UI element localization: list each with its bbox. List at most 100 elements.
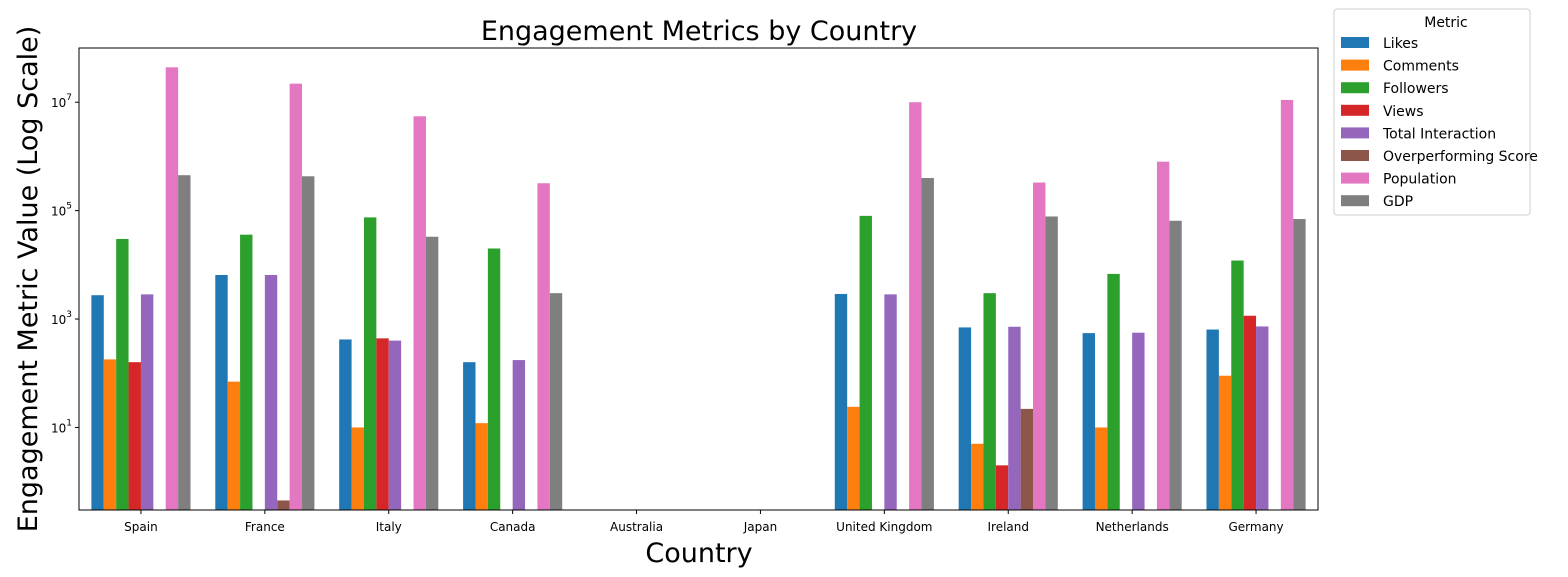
bar-spain-followers [116,238,129,510]
legend-label-gdp: GDP [1383,194,1413,210]
y-tick-base: 10 [51,421,66,435]
bars-layer [91,67,1306,511]
bar-netherlands-population [1156,161,1170,511]
legend-label-followers: Followers [1383,81,1449,97]
legend-label-likes: Likes [1383,36,1418,52]
legend-swatch-followers [1341,82,1369,94]
bar-france-comments [227,381,241,510]
bar-italy-followers [363,217,377,510]
x-tick-label-ireland: Ireland [987,520,1029,534]
bar-france-overperforming-score [277,500,290,510]
x-axis-title: Country [645,538,752,569]
bar-netherlands-gdp [1169,220,1182,510]
x-tick-label-japan: Japan [743,520,777,534]
bar-canada-likes [463,362,476,510]
bar-italy-population [413,116,426,510]
bar-ireland-gdp [1045,216,1058,510]
bar-netherlands-likes [1082,333,1095,510]
bar-united-kingdom-comments [847,406,860,510]
bar-canada-population [537,183,550,511]
legend-label-total-interaction: Total Interaction [1382,126,1496,142]
y-tick-exponent: 7 [66,93,72,103]
bar-united-kingdom-followers [859,215,872,510]
legend-swatch-comments [1341,59,1369,71]
bar-canada-comments [475,423,488,510]
legend-swatch-likes [1341,37,1369,48]
bar-spain-population [165,67,179,510]
x-tick-label-germany: Germany [1228,520,1283,534]
legend: Metric Likes Comments Followers Views Total … [1333,8,1538,216]
bar-spain-gdp [178,175,191,510]
y-tick-base: 10 [51,205,66,219]
x-tick-label-france: France [245,520,285,534]
y-tick-exponent: 3 [66,310,72,320]
bar-italy-gdp [425,236,439,510]
y-tick-label: 101 [51,418,72,435]
bar-ireland-followers [983,293,996,510]
y-tick-base: 10 [51,96,66,110]
x-tick-label-united-kingdom: United Kingdom [836,520,932,534]
legend-swatch-views [1341,104,1369,116]
y-tick-base: 10 [51,313,66,327]
bar-germany-comments [1218,375,1232,510]
bar-spain-likes [91,295,104,510]
bar-france-total-interaction [264,274,278,510]
bar-united-kingdom-gdp [921,177,934,511]
x-tick-label-spain: Spain [124,520,158,534]
bar-ireland-views [995,465,1009,510]
bar-spain-total-interaction [140,294,154,510]
bar-germany-views [1243,315,1257,510]
bar-italy-likes [339,339,352,510]
legend-label-comments: Comments [1383,59,1459,75]
x-axis: Spain France Italy Canada Australia Japan Unit… [124,510,1284,534]
bar-ireland-overperforming-score [1020,408,1034,510]
bar-united-kingdom-total-interaction [884,294,897,510]
bar-germany-gdp [1293,219,1306,510]
legend-label-population: Population [1383,172,1457,188]
bar-netherlands-followers [1107,273,1120,510]
legend-label-overperforming-score: Overperforming Score [1383,149,1538,165]
bar-ireland-population [1033,182,1046,510]
bar-italy-views [376,338,389,510]
bar-france-gdp [302,176,315,510]
legend-swatch-overperforming-score [1341,150,1369,161]
legend-title: Metric [1424,15,1468,31]
bar-ireland-comments [971,443,984,510]
y-axis-title: Engagement Metric Value (Log Scale) [13,26,44,533]
legend-swatch-total-interaction [1341,127,1369,139]
legend-label-views: Views [1383,104,1424,120]
bar-italy-total-interaction [388,340,402,510]
bar-canada-gdp [549,293,563,510]
y-tick-exponent: 1 [66,418,72,428]
bar-france-likes [215,274,228,510]
y-tick-label: 105 [51,202,72,219]
y-tick-label: 107 [51,93,72,110]
y-tick-label: 103 [51,310,72,327]
y-tick-exponent: 5 [66,202,72,212]
bar-netherlands-total-interaction [1132,332,1145,510]
plot-frame [78,47,1319,511]
bar-france-followers [240,234,253,511]
legend-swatch-gdp [1341,195,1369,207]
bar-france-population [289,83,303,511]
bar-spain-views [128,362,141,510]
bar-spain-comments [103,359,117,510]
bar-italy-comments [351,427,364,510]
bar-canada-total-interaction [512,360,526,510]
chart-title: Engagement Metrics by Country [481,16,917,47]
bar-ireland-total-interaction [1008,326,1021,510]
legend-items: Likes Comments Followers Views Total Interac… [1341,36,1538,210]
bar-united-kingdom-population [909,102,922,511]
x-tick-label-netherlands: Netherlands [1096,520,1169,534]
bar-canada-followers [487,248,501,510]
bar-germany-likes [1206,329,1219,510]
x-tick-label-canada: Canada [490,520,536,534]
bar-ireland-likes [958,327,972,510]
legend-frame [1333,8,1531,216]
bar-germany-population [1280,99,1294,511]
legend-swatch-population [1341,172,1369,184]
bar-united-kingdom-likes [834,293,848,510]
bar-germany-followers [1231,260,1244,510]
